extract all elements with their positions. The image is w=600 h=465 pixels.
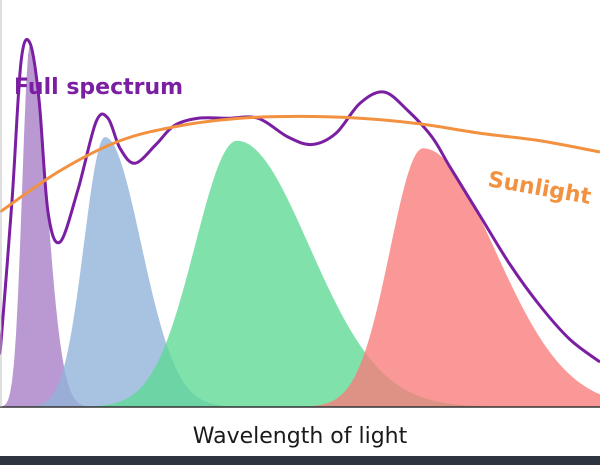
full-spectrum-label: Full spectrum <box>14 75 183 100</box>
sunlight-line <box>0 114 600 214</box>
x-axis-label: Wavelength of light <box>192 424 408 449</box>
area-series-4 <box>0 148 600 407</box>
area-series-2 <box>0 137 600 407</box>
bottom-border <box>0 456 600 465</box>
area-series-3 <box>0 140 600 407</box>
full-spectrum-line <box>0 38 600 364</box>
spectrum-areas <box>0 43 600 407</box>
sunlight-label: Sunlight <box>486 167 593 210</box>
area-series-1 <box>0 43 600 407</box>
spectrum-lines <box>0 38 600 364</box>
